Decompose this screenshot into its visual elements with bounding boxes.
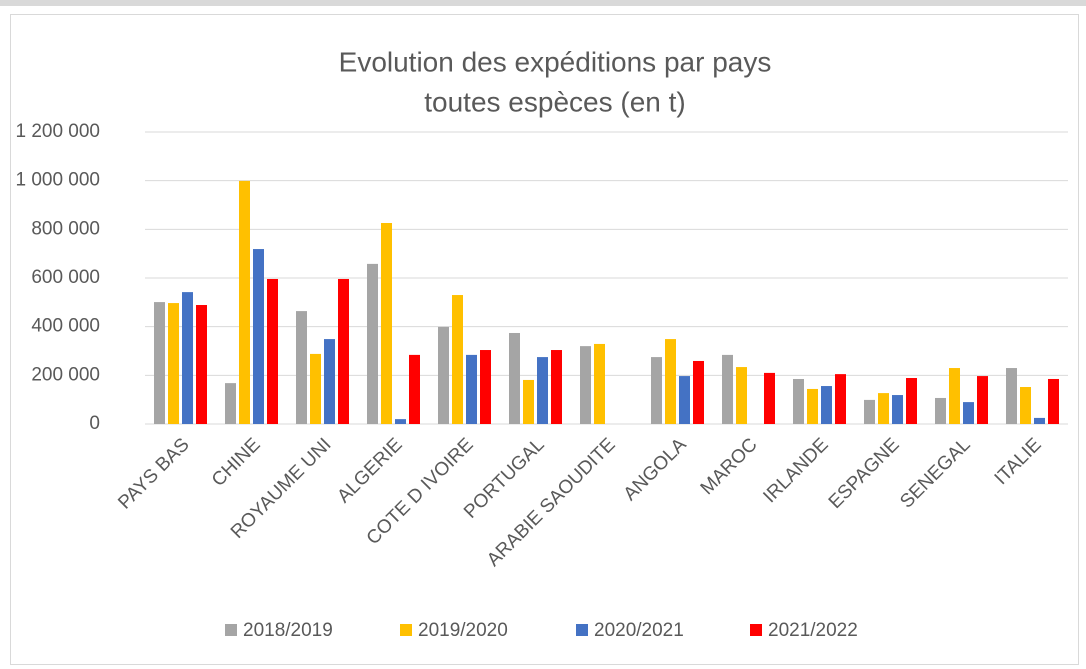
bar [154, 302, 165, 424]
bar [977, 376, 988, 424]
bar [935, 397, 946, 424]
bar [367, 263, 378, 424]
legend-label: 2020/2021 [594, 620, 684, 641]
y-tick-label: 800 000 [31, 218, 100, 239]
top-strip [0, 0, 1086, 6]
bar [736, 367, 747, 424]
bar [438, 326, 449, 424]
bar [324, 339, 335, 424]
bar [651, 357, 662, 424]
legend-swatch [400, 624, 412, 636]
bar [665, 339, 676, 424]
bar [1020, 387, 1031, 424]
y-tick-label: 200 000 [31, 364, 100, 385]
y-tick-label: 400 000 [31, 316, 100, 337]
bar [679, 376, 690, 424]
legend-swatch [576, 624, 588, 636]
y-tick-label: 600 000 [31, 267, 100, 288]
bar [906, 378, 917, 424]
legend-label: 2019/2020 [418, 620, 508, 641]
bar [722, 354, 733, 424]
bar [338, 278, 349, 424]
bar [466, 354, 477, 424]
bar [835, 374, 846, 424]
bar [225, 383, 236, 424]
bar [693, 360, 704, 424]
bar [864, 399, 875, 424]
bar [296, 311, 307, 424]
bar [892, 395, 903, 424]
legend-label: 2021/2022 [768, 620, 858, 641]
bar [253, 249, 264, 424]
bar [381, 223, 392, 424]
bar [594, 343, 605, 424]
chart-subtitle: toutes espèces (en t) [424, 86, 685, 117]
y-tick-label: 0 [89, 413, 100, 434]
bar [821, 386, 832, 424]
bar [239, 180, 250, 424]
bar [196, 305, 207, 424]
bar [1006, 368, 1017, 424]
bar [267, 278, 278, 424]
bar [1048, 378, 1059, 424]
bar [537, 357, 548, 424]
bar [1034, 417, 1045, 424]
bar [182, 292, 193, 424]
legend-swatch [750, 624, 762, 636]
bar [807, 388, 818, 424]
legend-swatch [225, 624, 237, 636]
y-tick-label: 1 000 000 [15, 170, 100, 191]
bar [949, 368, 960, 424]
bar [480, 350, 491, 424]
bar [509, 332, 520, 424]
legend-label: 2018/2019 [243, 620, 333, 641]
bar [168, 303, 179, 424]
bar [310, 353, 321, 424]
bar [523, 379, 534, 424]
bar [793, 378, 804, 424]
bar [395, 419, 406, 424]
chart-title: Evolution des expéditions par pays [339, 46, 772, 77]
y-tick-label: 1 200 000 [15, 121, 100, 142]
bar [963, 402, 974, 424]
bar [878, 393, 889, 424]
bar [580, 346, 591, 424]
bar [764, 372, 775, 424]
bar [551, 350, 562, 424]
bar [452, 295, 463, 424]
bar [409, 354, 420, 424]
